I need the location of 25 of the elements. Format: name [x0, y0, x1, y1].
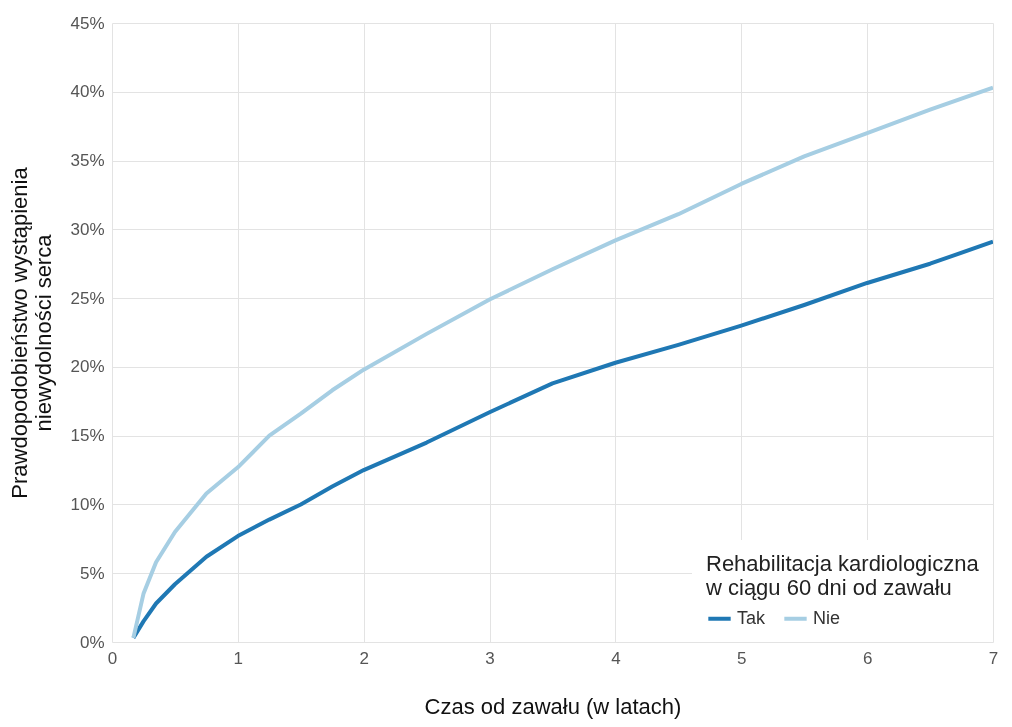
legend-label: Tak	[737, 607, 767, 628]
x-tick-label: 5	[737, 648, 747, 668]
y-tick-label: 45%	[70, 13, 105, 33]
x-tick-label: 4	[611, 648, 621, 668]
line-series	[131, 85, 993, 640]
x-tick-label: 1	[233, 648, 244, 668]
x-tick-label: 6	[862, 648, 873, 668]
y-tick-label: 40%	[70, 82, 105, 102]
y-tick-label: 10%	[70, 494, 105, 514]
x-tick-label: 7	[988, 648, 999, 668]
y-tick-label: 20%	[70, 357, 105, 377]
y-tick-label: 5%	[79, 563, 105, 583]
legend-label: Nie	[813, 607, 841, 628]
x-tick-label: 2	[359, 648, 369, 668]
x-tick-label: 3	[485, 648, 495, 668]
x-axis-title: Czas od zawału (w latach)	[424, 693, 682, 719]
line-series	[131, 239, 993, 640]
y-tick-label: 35%	[70, 151, 105, 171]
y-tick-label: 15%	[70, 426, 105, 446]
y-tick-label: 30%	[70, 219, 105, 239]
y-axis-title: Prawdopodobieństwo wystąpienia niewydolności serca	[7, 166, 57, 499]
y-tick-label: 0%	[79, 632, 105, 652]
y-tick-label: 25%	[70, 288, 105, 308]
x-tick-label: 0	[107, 648, 118, 668]
legend-title: Rehabilitacja kardiologiczna w ciągu 60 dni od zawału	[705, 551, 980, 600]
